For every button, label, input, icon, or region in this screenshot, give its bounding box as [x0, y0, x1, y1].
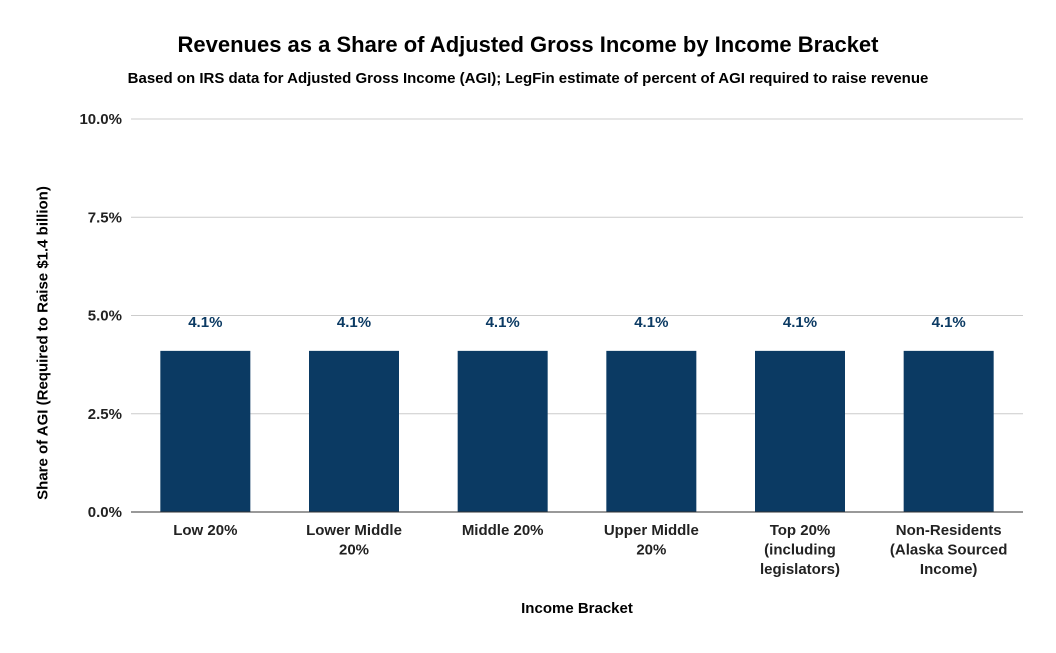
bar — [160, 350, 251, 512]
bar — [606, 350, 697, 512]
bar — [309, 350, 399, 512]
bar-data-label: 4.1% — [932, 314, 966, 331]
x-category-label: Middle 20% — [462, 522, 544, 539]
x-axis-categories: Low 20% Lower Middle 20% Middle 20% Upper Mi… — [173, 522, 1007, 578]
bar-data-label: 4.1% — [188, 314, 222, 331]
y-tick-label: 0.0% — [88, 504, 122, 521]
bar — [457, 350, 548, 512]
y-tick-label: 7.5% — [88, 209, 122, 226]
y-tick-label: 2.5% — [88, 406, 122, 423]
data-labels: 4.1% 4.1% 4.1% 4.1% 4.1% 4.1% — [188, 314, 966, 331]
x-category-label: Low 20% — [173, 522, 237, 539]
y-axis-ticks: 0.0% 2.5% 5.0% 7.5% 10.0% — [79, 111, 122, 521]
bar-data-label: 4.1% — [634, 314, 668, 331]
x-category-label: Non-Residents (Alaska Sourced Income) — [890, 522, 1008, 578]
bar-data-label: 4.1% — [486, 314, 520, 331]
x-category-label: Lower Middle 20% — [306, 522, 402, 559]
gridlines — [131, 118, 1023, 415]
bars — [160, 350, 994, 512]
bar-data-label: 4.1% — [783, 314, 817, 331]
y-tick-label: 5.0% — [88, 308, 122, 325]
x-category-label: Upper Middle 20% — [604, 522, 699, 559]
bar — [903, 350, 994, 512]
chart-title: Revenues as a Share of Adjusted Gross In… — [177, 32, 879, 57]
y-tick-label: 10.0% — [79, 111, 122, 128]
chart-subtitle: Based on IRS data for Adjusted Gross Inc… — [127, 70, 929, 87]
bar — [755, 350, 845, 512]
x-category-label: Top 20% (including legislators) — [760, 522, 840, 578]
x-axis-label: Income Bracket — [521, 600, 633, 617]
bar-data-label: 4.1% — [337, 314, 371, 331]
